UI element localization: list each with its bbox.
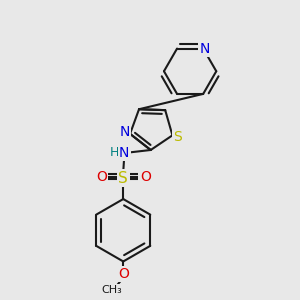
- Text: S: S: [118, 171, 128, 186]
- Text: H: H: [110, 146, 119, 160]
- Text: S: S: [173, 130, 182, 144]
- Text: N: N: [119, 125, 130, 140]
- Text: CH₃: CH₃: [102, 285, 122, 295]
- Text: N: N: [200, 42, 210, 56]
- Text: N: N: [119, 146, 129, 160]
- Text: O: O: [118, 267, 129, 281]
- Text: O: O: [96, 170, 107, 184]
- Text: O: O: [140, 170, 151, 184]
